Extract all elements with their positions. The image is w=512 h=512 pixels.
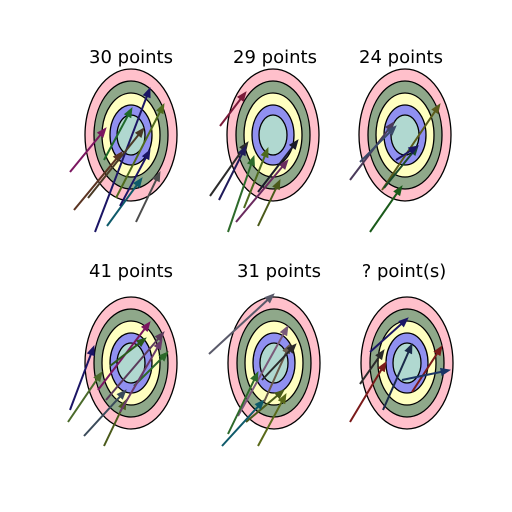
ring-center: [259, 115, 287, 155]
target: [359, 69, 451, 201]
target-panel: 29 points: [210, 47, 319, 232]
target: [85, 297, 177, 429]
panel-score-title: 24 points: [359, 47, 443, 68]
target-panel: ? point(s): [350, 261, 453, 429]
target-panel: 24 points: [350, 47, 451, 232]
target: [227, 69, 319, 201]
panel-score-title: 30 points: [89, 47, 173, 68]
target-panel: 31 points: [209, 261, 321, 446]
target-panels: 30 points 29 points 24 points 41 points 31 p…: [68, 47, 453, 446]
panel-score-title: ? point(s): [362, 261, 447, 282]
panel-score-title: 41 points: [89, 261, 173, 282]
panel-score-title: 31 points: [237, 261, 321, 282]
panel-score-title: 29 points: [233, 47, 317, 68]
target-panel: 30 points: [70, 47, 177, 232]
arrow-shaft: [370, 193, 397, 232]
target-panel: 41 points: [68, 261, 177, 446]
